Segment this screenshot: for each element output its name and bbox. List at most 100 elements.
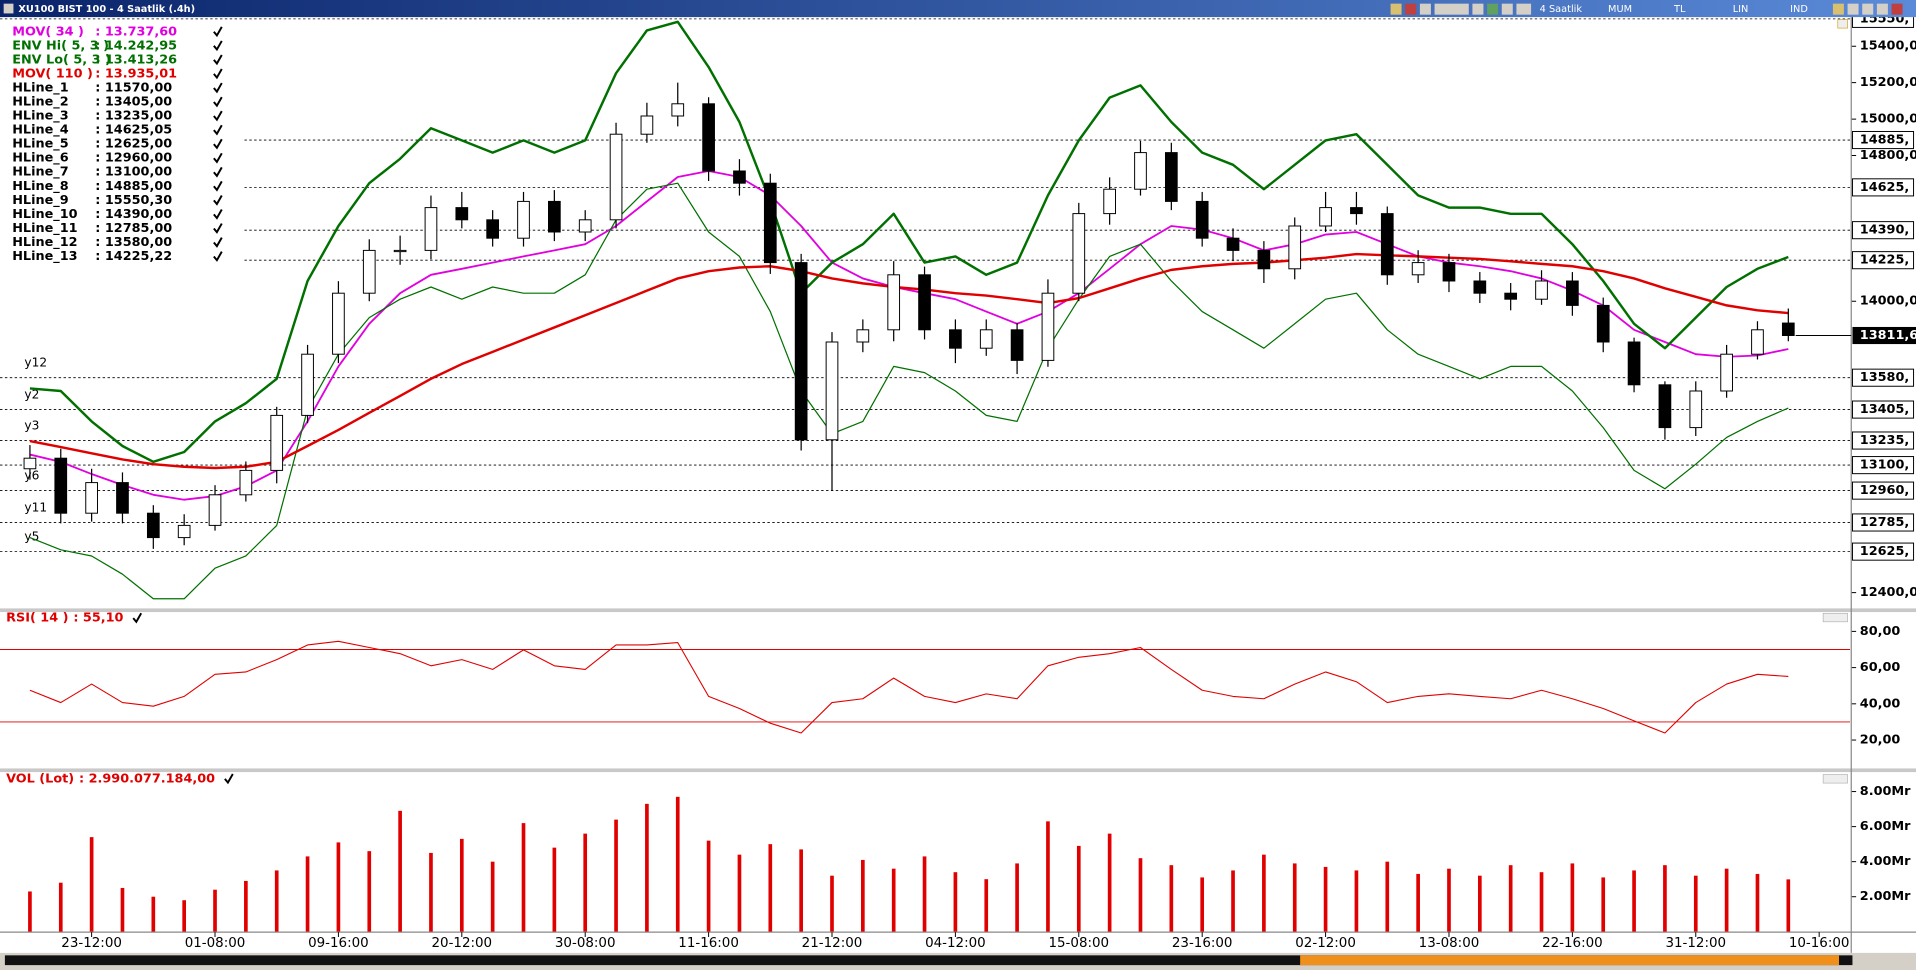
line-value-box <box>1851 221 1915 240</box>
candle-body <box>146 512 160 539</box>
line-value-box <box>1851 513 1915 532</box>
legend-value: : 12785,00 <box>95 221 172 236</box>
legend-name: MOV( 110 ) <box>12 66 93 81</box>
toolbar-button[interactable] <box>1405 3 1417 15</box>
series-line <box>29 640 1789 734</box>
series-line <box>29 20 1789 464</box>
candle-body <box>455 207 469 221</box>
y-tick-label: 12400,00 <box>1860 585 1916 600</box>
line-value-box <box>1851 400 1915 419</box>
toolbar-button[interactable] <box>1847 3 1859 15</box>
y-tick-label: 40,00 <box>1860 696 1901 711</box>
candle-body <box>1473 280 1487 294</box>
volume-bar <box>490 861 495 932</box>
y-tick-label: 15200,00 <box>1860 75 1916 90</box>
volume-bar <box>1539 872 1544 932</box>
candle-body <box>1781 322 1795 337</box>
legend-name: HLine_1 <box>12 80 69 95</box>
toolbar-button[interactable] <box>1487 3 1499 15</box>
check-icon <box>213 237 223 248</box>
line-value-box <box>1851 178 1915 197</box>
toolbar-button[interactable] <box>1832 3 1844 15</box>
toolbar-button[interactable] <box>1419 3 1431 15</box>
line-tag: y5 <box>24 529 39 543</box>
candle-body <box>85 482 98 514</box>
legend-name: HLine_4 <box>12 123 69 138</box>
volume-bar <box>1693 875 1698 932</box>
volume-bar <box>984 879 989 932</box>
toolbar-button[interactable] <box>1862 3 1874 15</box>
candle-body <box>1195 200 1209 239</box>
toolbar-button[interactable] <box>1516 3 1532 15</box>
y-tick-label: 80,00 <box>1860 624 1901 639</box>
legend-value: : 13405,00 <box>95 95 172 110</box>
legend-name: ENV Lo( 5, 3 ) <box>12 52 111 67</box>
window-icon[interactable] <box>3 3 14 14</box>
volume-bar <box>459 838 464 932</box>
volume-bar <box>922 856 927 932</box>
volume-bar <box>1292 863 1297 932</box>
toolbar-button[interactable] <box>1891 3 1903 15</box>
candle-body <box>270 414 284 471</box>
legend-value: : 2.990.077.184,00 <box>79 771 215 786</box>
line-tag: y2 <box>24 387 39 401</box>
candle-body <box>949 329 962 349</box>
candle-body <box>548 200 561 233</box>
toolbar-period[interactable]: 4 Saatlik <box>1540 4 1583 15</box>
panel-button[interactable] <box>1822 612 1848 623</box>
volume-bar <box>1786 879 1791 932</box>
y-tick-label: 14800,00 <box>1860 148 1916 163</box>
toolbar-button[interactable] <box>1876 3 1888 15</box>
toolbar-button[interactable] <box>1390 3 1402 15</box>
legend-name: VOL (Lot) <box>6 771 74 786</box>
rsi-legend: RSI( 14 ): 55,10 <box>6 611 143 626</box>
candle-body <box>1319 207 1332 227</box>
volume-bar <box>830 875 834 932</box>
candle-body <box>702 103 715 172</box>
legend-name: HLine_8 <box>12 179 69 194</box>
volume-bar <box>1755 873 1760 932</box>
legend-name: HLine_10 <box>12 207 77 222</box>
candle-body <box>1041 292 1055 361</box>
volume-bar <box>367 851 372 932</box>
candle-body <box>733 170 746 184</box>
line-value-box <box>1851 368 1915 387</box>
panel-button[interactable] <box>1822 774 1848 784</box>
toolbar-scale[interactable]: LIN <box>1733 4 1749 15</box>
toolbar-style[interactable]: MUM <box>1608 4 1632 15</box>
x-tick-label: 31-12:00 <box>1665 936 1726 951</box>
volume-bar <box>706 840 711 932</box>
candle-body <box>23 457 37 470</box>
legend-value: : 13.935,01 <box>95 66 177 81</box>
candle-body <box>1226 237 1240 251</box>
legend-backdrop <box>0 20 245 266</box>
line-value-label: 13235, <box>1860 433 1909 448</box>
toolbar-button[interactable] <box>1434 3 1469 15</box>
candle-body <box>1350 207 1363 215</box>
scrollbar-thumb[interactable] <box>1300 955 1840 966</box>
panel-button[interactable] <box>1837 19 1848 29</box>
check-icon <box>213 124 223 136</box>
candle-body <box>177 524 191 539</box>
candle-body <box>116 482 129 514</box>
candle-body <box>1164 152 1178 202</box>
toolbar-indicators[interactable]: IND <box>1790 4 1808 15</box>
candle-body <box>1442 262 1456 282</box>
volume-bar <box>1724 868 1729 932</box>
last-price-label: 13811,6 <box>1860 328 1916 343</box>
toolbar-button[interactable] <box>1472 3 1484 15</box>
candle-body <box>54 457 68 514</box>
x-tick-label: 30-08:00 <box>555 936 616 951</box>
toolbar-currency[interactable]: TL <box>1673 4 1686 15</box>
toolbar-button[interactable] <box>1501 3 1513 15</box>
line-value-label: 13405, <box>1860 402 1909 417</box>
price-axis: 15400,00 15200,00 15000,00 14800,00 14000,00… <box>1851 17 1916 600</box>
volume-bar <box>429 852 433 932</box>
check-icon <box>213 82 223 94</box>
line-value-label: 14625, <box>1860 180 1909 195</box>
volume-bar <box>1385 861 1390 932</box>
legend-value: : 14885,00 <box>95 179 172 194</box>
check-icon <box>213 194 223 206</box>
candle-body <box>1658 384 1672 429</box>
volume-bar <box>645 803 649 932</box>
